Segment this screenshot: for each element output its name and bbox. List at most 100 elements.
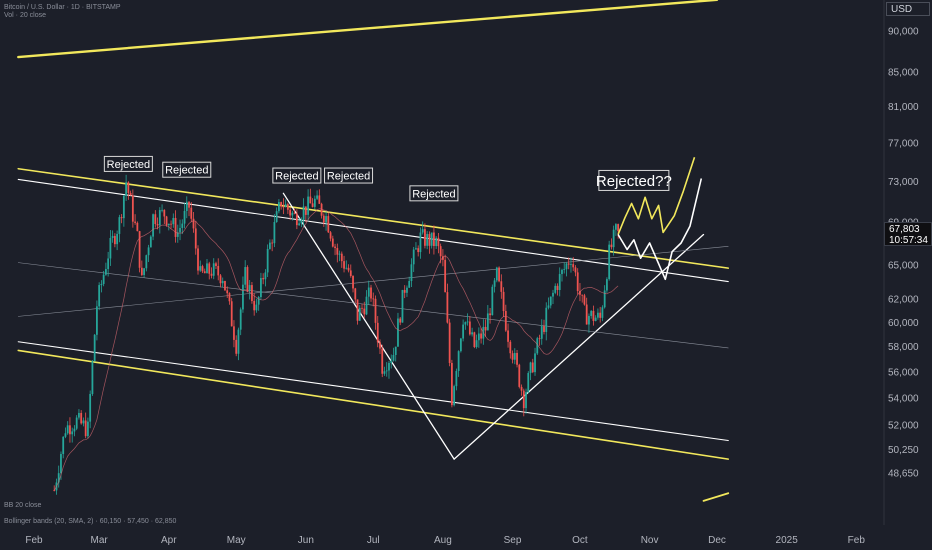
candle-body [127,182,130,193]
candle-body [603,290,606,308]
candle-body [143,268,145,275]
candle-body [493,280,496,287]
candle-body [608,244,611,280]
candle-body [397,318,399,347]
candle-body [450,362,453,406]
candle-body [228,293,231,302]
candle-body [498,267,500,282]
candle-body [71,431,74,435]
candle-body [349,270,352,276]
candle-body [134,221,137,223]
candle-body [89,393,92,422]
candle-body [599,312,602,318]
candle-body [145,255,148,269]
last-price-tag: 67,803 10:57:34 [884,222,932,247]
candle-body [513,352,516,360]
candle-body [340,253,343,262]
candle-body [500,281,503,292]
candle-body [385,370,388,372]
candle-body [69,425,71,435]
candle-body [556,285,559,291]
candle-body [286,204,289,210]
candle-body [282,206,285,208]
annotation-1: Rejected [162,161,212,178]
candle-body [554,285,557,293]
trendline-3 [702,492,730,502]
x-tick-label: Jun [298,535,314,546]
candle-body [453,386,456,406]
annotation-box [162,161,212,178]
annotation-label: Rejected [327,170,370,182]
candle-body [233,326,235,340]
candle-body [466,321,469,323]
candle-body [563,269,566,270]
candle-body [302,206,305,220]
candle-body [199,266,202,271]
candle-body [379,342,381,349]
candle-body [502,291,505,312]
candle-body [73,428,76,432]
candle-body [495,267,498,281]
candle-body [412,249,415,265]
candle-body [203,271,206,274]
candle-body [253,300,256,311]
footer-indicator-values: Bollinger bands (20, SMA, 2) · 60,150 · … [4,518,176,525]
candle-body [426,234,429,246]
annotation-label: Rejected [165,165,208,177]
candle-body [529,362,532,374]
candle-body [163,209,166,217]
candle-body [197,248,199,271]
candle-body [388,363,390,371]
candle-body [594,317,597,321]
candle-body [401,289,404,323]
candle-body [264,272,267,280]
candle-body [149,236,152,248]
candle-body [480,333,482,339]
candle-body [136,222,139,232]
annotation-4: Rejected [409,185,459,202]
candle-body [309,196,312,204]
projection-path-1 [617,178,703,281]
candle-body [109,237,112,259]
trendline-7 [453,233,705,460]
candle-body [552,292,554,297]
currency-selector[interactable]: USD [886,2,930,16]
candle-body [356,299,359,321]
candle-body [237,329,240,354]
candle-body [327,216,330,233]
candle-body [403,289,406,293]
candle-body [567,263,570,265]
candle-body [408,281,411,288]
candle-body [66,425,69,434]
y-tick-label: 62,000 [888,294,919,305]
candle-body [585,304,588,325]
candle-body [527,373,530,393]
annotation-box [324,167,374,184]
candle-body [390,360,393,364]
candle-body [565,263,568,270]
annotation-box [409,185,459,202]
y-tick-label: 65,000 [888,260,919,271]
annotation-layer: Rejected Rejected Rejected Rejected Rejected… [103,155,672,202]
x-tick-label: Jul [367,535,380,546]
candle-body [140,267,143,275]
candle-body [576,272,579,292]
candle-body [331,238,334,247]
candle-body [167,223,170,226]
candle-body [192,218,195,229]
y-tick-label: 58,000 [888,342,919,353]
candle-body [181,223,184,228]
candle-body [111,235,114,238]
candle-body [473,332,476,348]
candle-body [561,269,563,275]
candle-body [129,192,132,196]
candle-body [293,212,296,214]
candle-body [477,333,480,341]
candle-body [459,338,462,352]
annotation-0: Rejected [103,155,153,172]
y-tick-label: 56,000 [888,367,919,378]
candle-body [172,217,175,225]
candle-body [131,195,134,222]
